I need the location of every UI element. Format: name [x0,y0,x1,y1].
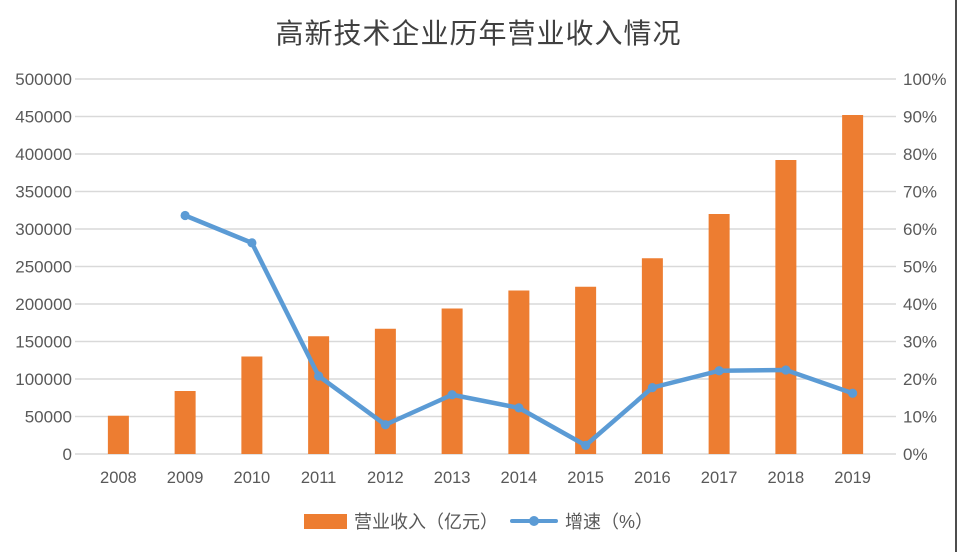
left-axis-tick-label: 100000 [15,370,72,389]
right-axis-tick-label: 80% [903,145,937,164]
chart-legend: 营业收入（亿元） 增速（%） [0,508,957,534]
x-axis-label: 2016 [634,469,671,487]
growth-line-marker [314,371,324,381]
right-axis-tick-label: 40% [903,295,937,314]
right-axis-tick-label: 10% [903,408,937,427]
growth-line-marker [647,383,657,393]
legend-growth-line-swatch [509,516,558,526]
x-axis-label: 2017 [701,469,738,487]
right-axis-tick-label: 60% [903,220,937,239]
left-axis-tick-label: 300000 [15,220,72,239]
x-axis-label: 2013 [434,469,471,487]
growth-line-marker [180,210,190,221]
legend-growth-marker-dot [528,516,539,526]
x-axis-label: 2015 [567,469,604,487]
legend-item-revenue: 营业收入（亿元） [303,508,498,534]
revenue-bar-2013 [441,308,463,454]
growth-line-marker [380,420,390,430]
growth-line-marker [514,403,524,413]
right-axis-tick-label: 30% [903,333,937,352]
chart-title: 高新技术企业历年营业收入情况 [275,17,682,50]
x-axis-label: 2009 [167,469,204,487]
left-axis-tick-label: 50000 [25,408,72,427]
growth-line-marker [581,440,591,450]
revenue-bar-2015 [575,286,597,454]
revenue-bar-2016 [641,258,663,454]
right-axis-tick-label: 20% [903,370,937,389]
left-axis-tick-label: 450000 [15,108,72,127]
revenue-bar-2018 [775,160,797,454]
x-axis-label: 2018 [768,469,805,487]
right-axis-tick-label: 90% [903,108,937,127]
revenue-bar-2008 [107,415,129,454]
right-axis-tick-label: 0% [903,445,928,464]
revenue-bar-2011 [308,336,330,454]
left-axis-tick-label: 400000 [15,145,72,164]
legend-item-growth: 增速（%） [509,508,653,534]
legend-revenue-swatch [303,513,347,529]
x-axis-label: 2014 [501,469,538,487]
left-axis-tick-label: 500000 [15,70,72,89]
x-axis-label: 2010 [234,469,271,487]
growth-line-marker [447,390,457,400]
x-axis-label: 2011 [301,469,336,487]
left-axis-tick-label: 200000 [15,295,72,314]
left-axis-tick-label: 350000 [15,183,72,202]
growth-line-marker [848,388,858,398]
revenue-bar-2012 [374,328,396,454]
growth-line-marker [714,366,724,376]
revenue-bar-2010 [241,356,263,454]
revenue-bar-2019 [842,115,864,454]
right-axis-tick-label: 70% [903,183,937,202]
x-axis-label: 2012 [367,469,404,487]
revenue-bar-2009 [174,391,196,454]
revenue-bar-2017 [708,214,730,454]
left-axis-tick-label: 250000 [15,258,72,277]
growth-line-marker [781,365,791,375]
x-axis-label: 2008 [100,469,137,487]
right-axis-tick-label: 50% [903,258,937,277]
x-axis-label: 2019 [834,469,871,487]
legend-growth-label: 增速（%） [564,512,653,532]
left-axis-tick-label: 150000 [15,333,72,352]
left-axis-tick-label: 0 [63,445,72,464]
right-axis-tick-label: 100% [903,70,946,89]
growth-line-marker [247,238,257,248]
revenue-bar-2014 [508,290,530,454]
legend-revenue-label: 营业收入（亿元） [353,512,498,532]
right-border-line [955,0,957,552]
